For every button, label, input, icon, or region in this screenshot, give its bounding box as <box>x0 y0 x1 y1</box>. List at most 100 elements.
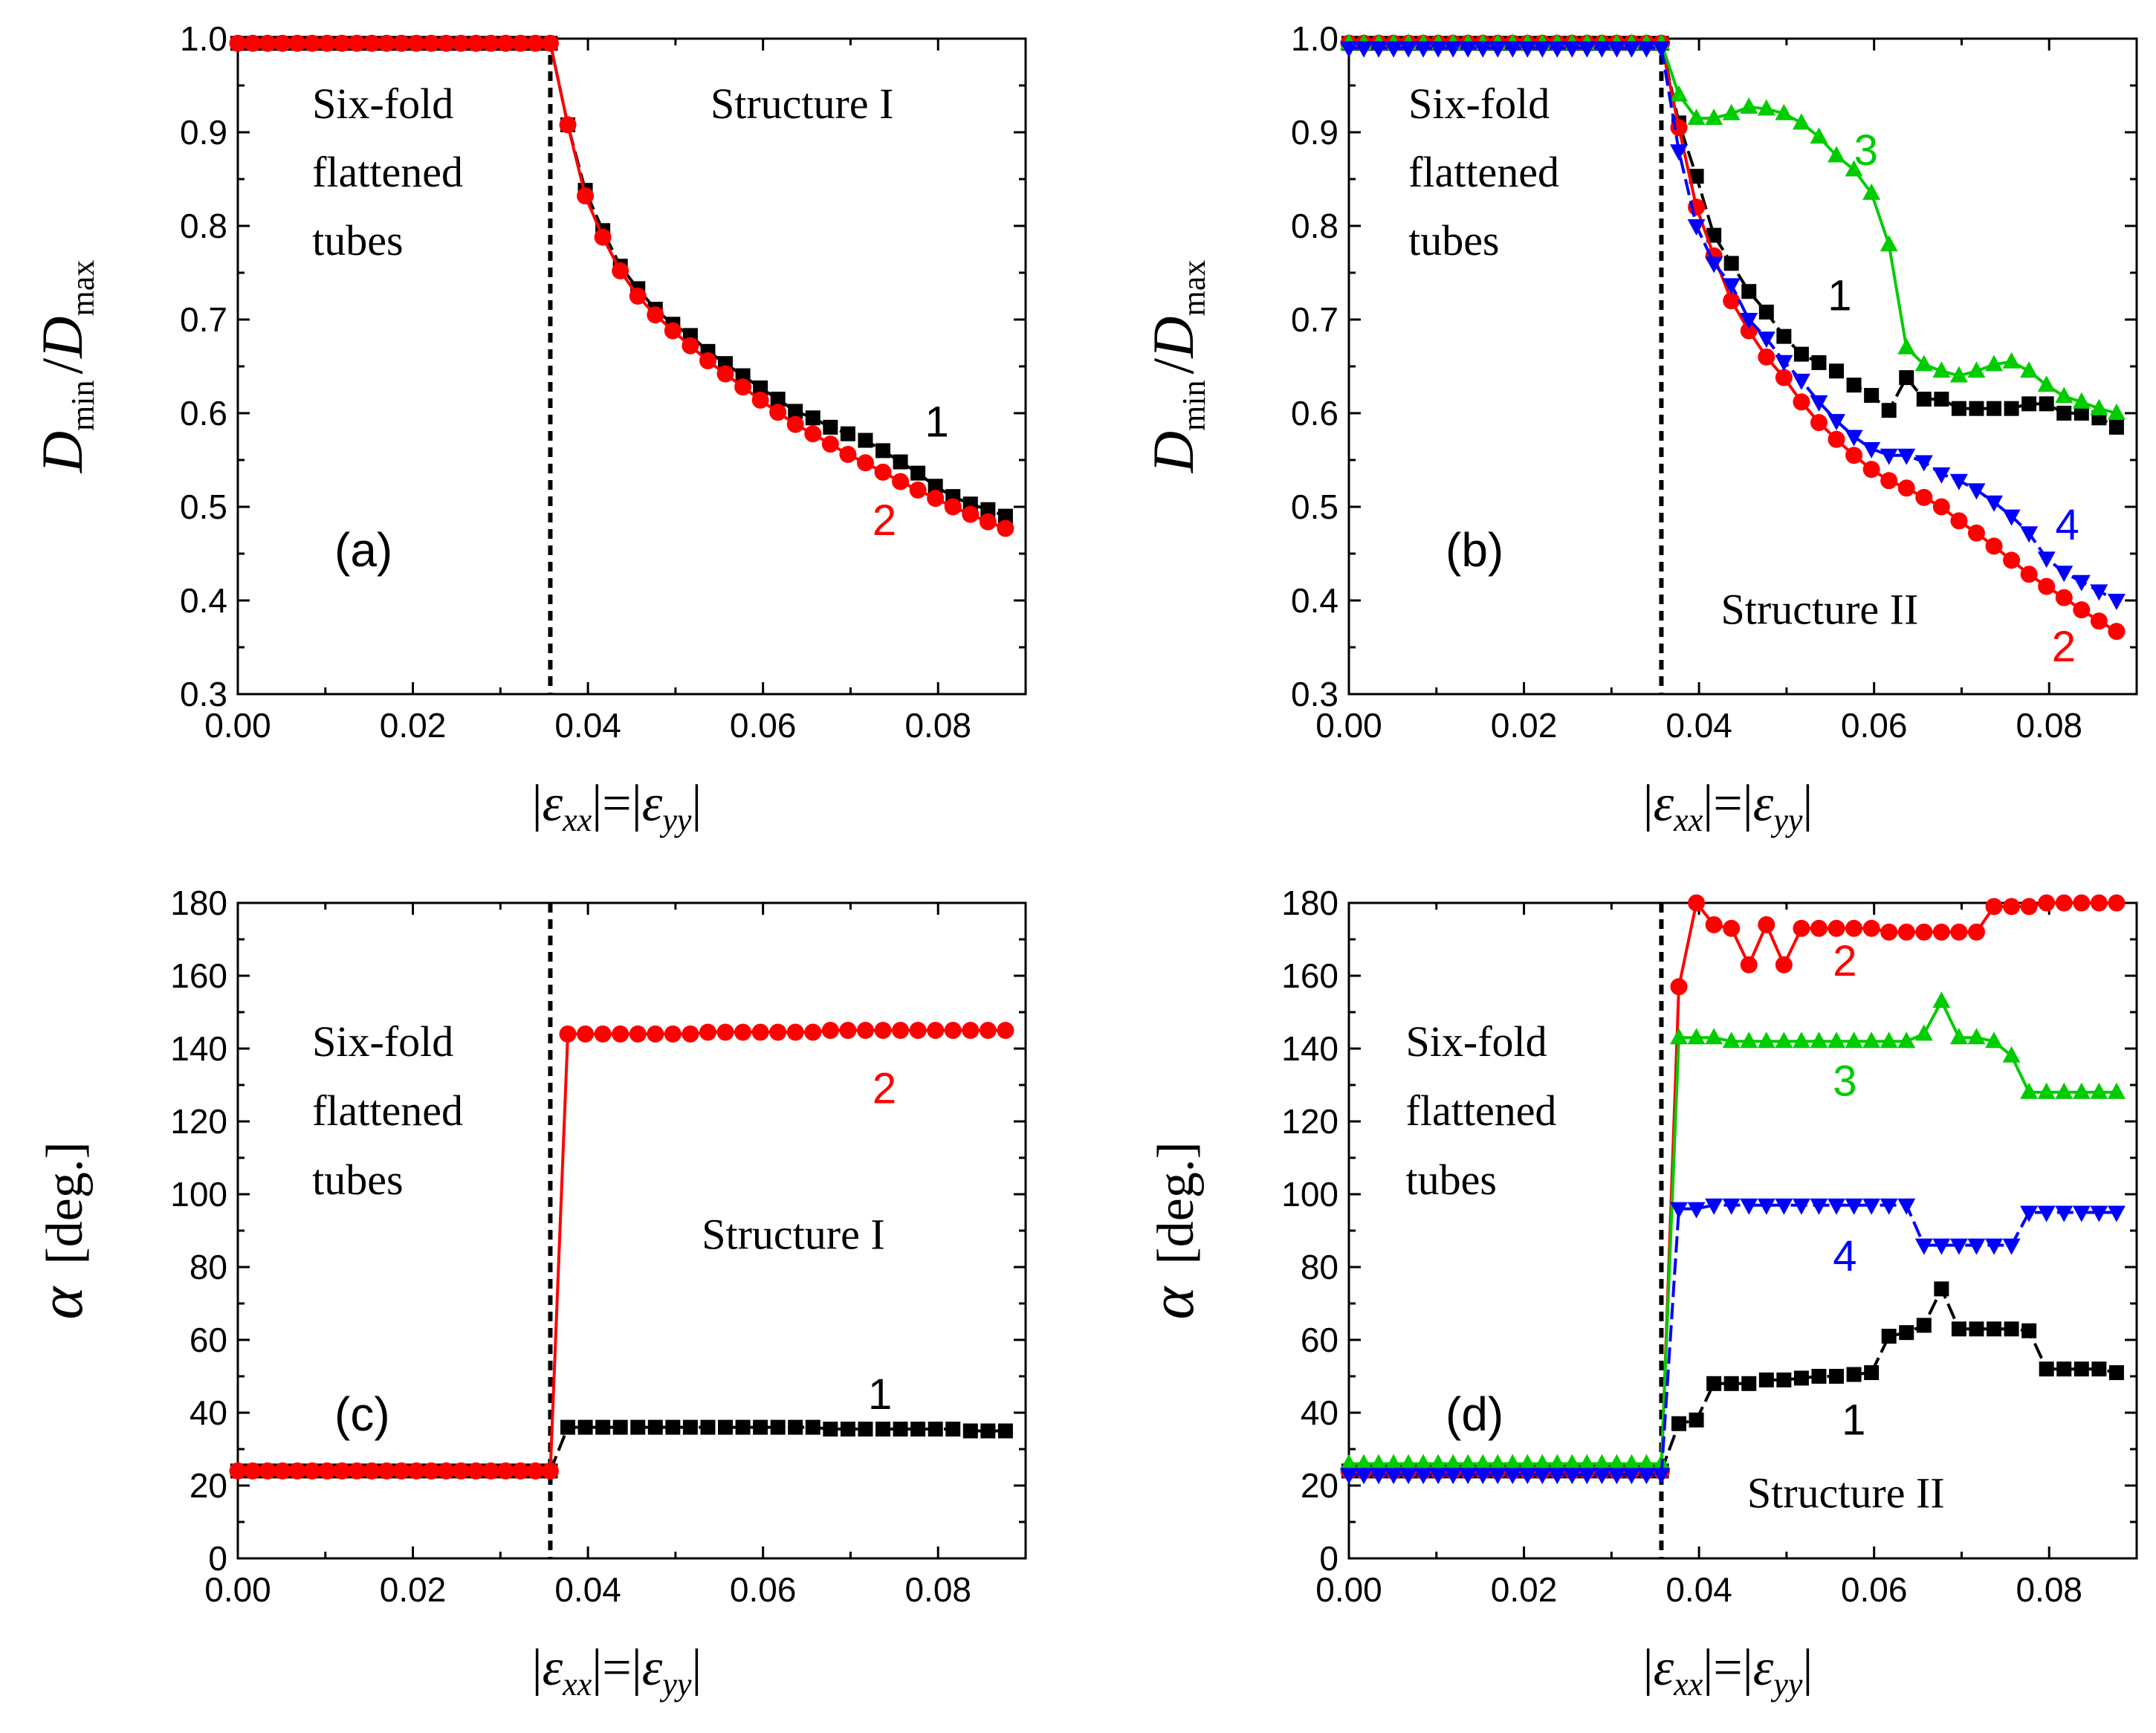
data-point <box>1706 227 1722 243</box>
series-label: 2 <box>873 1065 896 1113</box>
data-point <box>1722 103 1741 120</box>
data-point <box>734 378 752 396</box>
data-point <box>1399 1454 1418 1471</box>
data-point <box>909 1022 927 1039</box>
data-point <box>1740 956 1758 974</box>
data-point <box>1688 894 1706 912</box>
data-point <box>496 34 514 52</box>
data-point <box>823 1422 838 1437</box>
data-point <box>1518 1454 1537 1471</box>
x-axis-label: |εxx|=|εyy| <box>1643 775 1813 838</box>
data-point <box>1670 85 1689 102</box>
data-point <box>1881 1329 1897 1344</box>
data-point <box>1370 1468 1388 1485</box>
data-point <box>303 1462 321 1480</box>
data-point <box>1444 1454 1463 1471</box>
data-point <box>1846 378 1862 393</box>
data-point <box>2021 1323 2037 1338</box>
data-point <box>1897 1198 1916 1215</box>
data-point <box>1722 1031 1741 1049</box>
data-point <box>1637 1454 1656 1471</box>
data-point <box>980 1423 996 1439</box>
data-point <box>1845 1031 1863 1049</box>
annotation: Structure II <box>1747 1468 1945 1517</box>
data-point <box>945 1422 961 1437</box>
data-point <box>541 34 559 52</box>
data-point <box>928 1422 943 1437</box>
data-point <box>1399 41 1418 58</box>
data-point <box>559 116 577 134</box>
data-point <box>2090 584 2108 601</box>
data-point <box>735 1419 751 1435</box>
data-point <box>1776 1372 1792 1387</box>
series-line <box>1349 46 2117 602</box>
data-point <box>2037 551 2056 569</box>
data-point <box>1828 146 1846 163</box>
data-point <box>1775 103 1793 120</box>
data-point <box>244 1462 262 1480</box>
data-point <box>997 508 1013 524</box>
data-point <box>422 34 440 52</box>
series-label: 1 <box>925 398 949 447</box>
data-point <box>1687 1028 1706 1045</box>
data-point <box>1757 331 1775 349</box>
data-point <box>348 1462 366 1480</box>
data-point <box>1829 363 1845 379</box>
data-point <box>1985 1238 2004 1255</box>
data-point <box>422 1462 440 1480</box>
y-tick-label: 180 <box>170 884 227 922</box>
data-point <box>856 454 874 472</box>
data-point <box>1548 1454 1567 1471</box>
y-tick-label: 0 <box>208 1539 227 1578</box>
data-point <box>682 1419 698 1435</box>
data-point <box>595 1419 611 1435</box>
data-point <box>2055 566 2074 583</box>
data-point <box>927 1022 945 1039</box>
data-point <box>612 1025 629 1043</box>
data-point <box>1949 473 1968 490</box>
data-point <box>2003 898 2021 916</box>
plot-frame <box>236 901 1027 1560</box>
data-point <box>1916 392 1932 407</box>
y-tick-label: 0.5 <box>180 487 227 526</box>
data-point <box>1548 41 1567 58</box>
annotation: tubes <box>312 216 403 265</box>
data-point <box>769 1023 787 1041</box>
data-point <box>1862 183 1881 200</box>
data-point <box>1845 447 1863 464</box>
y-tick-label: 80 <box>1301 1248 1338 1286</box>
data-point <box>928 479 943 494</box>
data-point <box>910 465 926 481</box>
data-point <box>2090 612 2108 630</box>
data-point <box>1355 1468 1373 1485</box>
data-point <box>1578 1468 1596 1485</box>
data-point <box>1414 41 1433 58</box>
data-point <box>1793 919 1810 937</box>
data-point <box>770 392 786 407</box>
data-point <box>2073 601 2091 619</box>
data-point <box>699 1023 716 1041</box>
annotation: Structure I <box>702 1211 884 1259</box>
data-point <box>1533 1454 1552 1471</box>
data-point <box>962 1423 978 1439</box>
data-point <box>1967 361 1986 378</box>
data-point <box>1622 1468 1641 1485</box>
data-point <box>2072 574 2091 592</box>
data-point <box>786 415 804 433</box>
data-point <box>1950 512 1968 530</box>
data-point <box>769 404 787 421</box>
data-point <box>1740 1198 1758 1215</box>
annotation: Six-fold <box>312 80 453 128</box>
data-point <box>363 1462 381 1480</box>
data-point <box>1915 488 1933 506</box>
data-point <box>1880 235 1898 252</box>
series-2 <box>229 34 1014 537</box>
x-tick-label: 0.06 <box>730 1570 797 1609</box>
data-point <box>1881 403 1897 418</box>
data-point <box>1967 524 1985 542</box>
data-point <box>839 445 857 463</box>
data-point <box>1775 1031 1793 1049</box>
data-point <box>1740 1031 1758 1049</box>
data-point <box>318 34 336 52</box>
data-point <box>1705 1028 1723 1045</box>
